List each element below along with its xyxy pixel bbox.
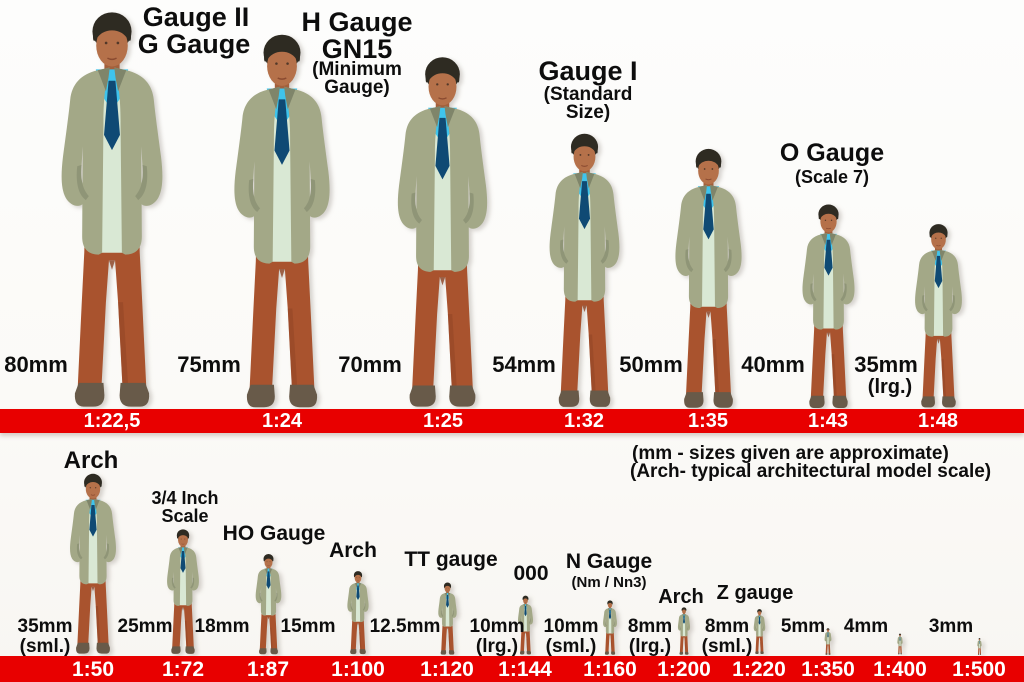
label-gauge-i: Gauge I bbox=[538, 56, 638, 86]
label-g-gauge: G Gauge bbox=[137, 29, 251, 59]
label-standard: (Standard bbox=[543, 84, 633, 105]
mm-label-5mm: 5mm bbox=[780, 616, 826, 637]
mm-label-12-5mm: 12.5mm bbox=[369, 616, 441, 637]
scale-ratio: 1:220 bbox=[732, 658, 786, 681]
label-scale-7: (Scale 7) bbox=[794, 167, 870, 187]
bottom-scale-band: 1:50 1:72 1:87 1:100 1:120 1:144 1:160 1… bbox=[0, 656, 1024, 682]
figure-top-hgauge-75mm bbox=[228, 32, 336, 409]
label-ho-gauge: HO Gauge bbox=[222, 522, 326, 545]
mm-label-8mm-lrg: 8mm bbox=[627, 616, 673, 637]
mm-label-10mm-lrg: 10mm bbox=[469, 616, 525, 637]
figure-top-gauge2-80mm bbox=[55, 9, 169, 409]
figure-bottom-3mm bbox=[977, 638, 982, 655]
label-n-gauge: N Gauge bbox=[565, 550, 653, 573]
figure-top-70mm bbox=[392, 54, 493, 409]
mm-qualifier-sml: (sml.) bbox=[19, 636, 71, 657]
figure-bottom-4mm bbox=[897, 633, 903, 655]
mm-label-80mm: 80mm bbox=[4, 352, 68, 377]
figure-bottom-arch-35mm bbox=[67, 472, 119, 655]
figure-top-gauge1-54mm bbox=[545, 131, 624, 409]
figure-bottom-n-10mm bbox=[602, 600, 618, 655]
mm-label-40mm: 40mm bbox=[741, 352, 805, 377]
scale-ratio: 1:25 bbox=[422, 410, 464, 432]
mm-label-75mm: 75mm bbox=[177, 352, 241, 377]
scale-ratio: 1:350 bbox=[801, 658, 855, 681]
label-000: 000 bbox=[513, 562, 549, 585]
label-gn15: GN15 bbox=[321, 34, 393, 64]
scale-ratio: 1:87 bbox=[246, 658, 290, 681]
figure-bottom-ho-18mm bbox=[254, 553, 283, 655]
figure-bottom-5mm bbox=[824, 628, 832, 655]
label-34-scale: Scale bbox=[161, 506, 209, 526]
note-arch-scale: (Arch- typical architectural model scale… bbox=[630, 461, 992, 482]
figure-bottom-arch-15mm bbox=[346, 570, 370, 655]
scale-ratio: 1:43 bbox=[807, 410, 849, 432]
figure-bottom-z-8mm bbox=[753, 608, 766, 655]
mm-label-10mm-sml: 10mm bbox=[543, 616, 599, 637]
scale-ratio: 1:200 bbox=[657, 658, 711, 681]
mm-label-54mm: 54mm bbox=[492, 352, 556, 377]
mm-qualifier-sml: (sml.) bbox=[545, 636, 597, 657]
scale-ratio: 1:160 bbox=[583, 658, 637, 681]
mm-label-3mm: 3mm bbox=[928, 616, 974, 637]
scale-ratio: 1:100 bbox=[331, 658, 385, 681]
label-tt-gauge: TT gauge bbox=[404, 548, 498, 571]
mm-qualifier-lrg: (lrg.) bbox=[475, 636, 519, 657]
scale-ratio: 1:24 bbox=[261, 410, 303, 432]
label-h-gauge: H Gauge bbox=[301, 7, 413, 37]
mm-label-35mm-sml: 35mm bbox=[17, 616, 73, 637]
scale-ratio: 1:35 bbox=[687, 410, 729, 432]
mm-label-18mm: 18mm bbox=[194, 616, 250, 637]
figure-top-ogauge-40mm bbox=[799, 203, 858, 409]
label-minimum: (Minimum bbox=[312, 59, 402, 80]
mm-label-25mm: 25mm bbox=[117, 616, 173, 637]
mm-label-50mm: 50mm bbox=[619, 352, 683, 377]
mm-qualifier-lrg: (lrg.) bbox=[867, 376, 913, 398]
note-mm-sizes: (mm - sizes given are approximate) bbox=[632, 443, 949, 464]
scale-ratio: 1:50 bbox=[71, 658, 115, 681]
mm-label-70mm: 70mm bbox=[338, 352, 402, 377]
label-34-inch: 3/4 Inch bbox=[151, 488, 219, 508]
label-minimum-gauge: Gauge) bbox=[324, 77, 390, 98]
mm-qualifier-lrg: (lrg.) bbox=[628, 636, 672, 657]
scale-ratio: 1:32 bbox=[563, 410, 605, 432]
label-o-gauge: O Gauge bbox=[779, 139, 885, 167]
scale-ratio: 1:500 bbox=[952, 658, 1006, 681]
label-standard-size: Size) bbox=[565, 102, 611, 123]
mm-label-35mm-lrg: 35mm bbox=[854, 352, 918, 377]
mm-label-8mm-sml: 8mm bbox=[704, 616, 750, 637]
scale-ratio: 1:144 bbox=[498, 658, 552, 681]
label-arch-3: Arch bbox=[658, 586, 704, 608]
label-arch-1: Arch bbox=[63, 447, 119, 474]
scale-ratio: 1:400 bbox=[873, 658, 927, 681]
label-gauge-ii: Gauge II bbox=[142, 2, 250, 32]
top-scale-band: 1:22,5 1:24 1:25 1:32 1:35 1:43 1:48 bbox=[0, 409, 1024, 433]
label-z-gauge: Z gauge bbox=[716, 582, 794, 604]
mm-label-4mm: 4mm bbox=[843, 616, 889, 637]
scale-ratio: 1:72 bbox=[161, 658, 205, 681]
scale-ratio: 1:22,5 bbox=[83, 410, 141, 432]
mm-qualifier-sml: (sml.) bbox=[701, 636, 753, 657]
figure-bottom-arch-8mm bbox=[677, 607, 691, 655]
scale-ratio: 1:120 bbox=[420, 658, 474, 681]
scale-ratio: 1:48 bbox=[917, 410, 959, 432]
mm-label-15mm: 15mm bbox=[280, 616, 336, 637]
figure-top-35mm-lrg bbox=[912, 222, 965, 409]
label-arch-2: Arch bbox=[329, 539, 377, 562]
label-nm-nn3: (Nm / Nn3) bbox=[571, 574, 647, 591]
